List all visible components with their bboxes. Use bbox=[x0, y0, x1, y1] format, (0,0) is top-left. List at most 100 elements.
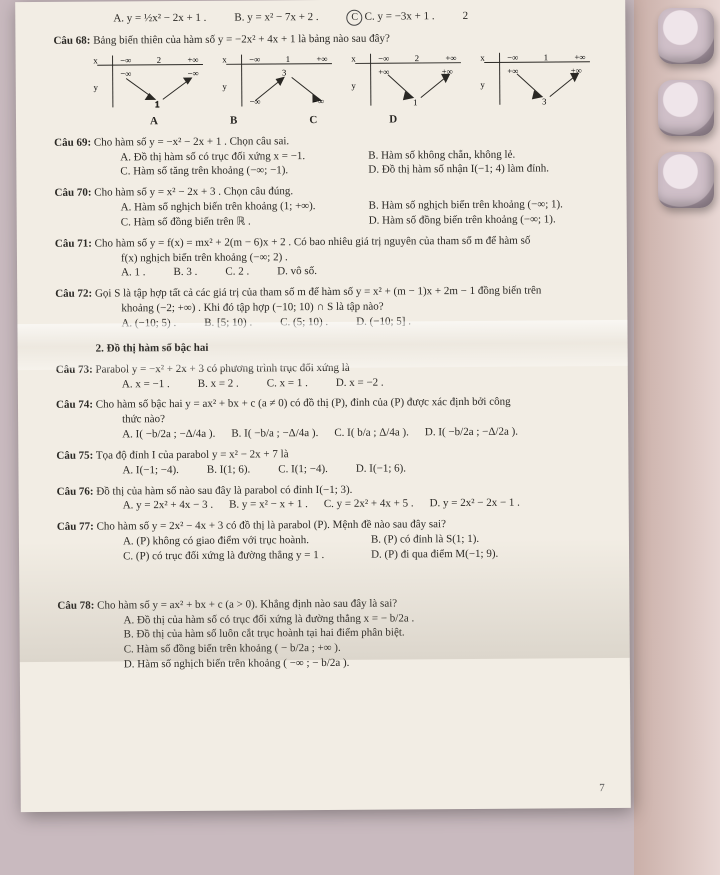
variation-table-c: x −∞2+∞ y +∞+∞ 1 bbox=[346, 48, 469, 111]
circle-icon: C bbox=[347, 10, 363, 26]
q75-a: A. I(−1; −4). bbox=[122, 463, 179, 478]
q69-b: B. Hàm số không chẵn, không lẻ. bbox=[368, 147, 598, 163]
opt-b: B. y = x² − 7x + 2 . bbox=[234, 10, 318, 27]
q68: Câu 68: Bảng biến thiên của hàm số y = −… bbox=[53, 30, 597, 49]
q69-d: D. Đồ thị hàm số nhận I(−1; 4) làm đỉnh. bbox=[368, 161, 598, 177]
q76-opts: A. y = 2x² + 4x − 3 . B. y = x² − x + 1 … bbox=[123, 495, 601, 513]
q72-a: A. (−10; 5) . bbox=[121, 316, 176, 331]
q68-c: C bbox=[309, 113, 317, 128]
q73-a: A. x = −1 . bbox=[122, 377, 170, 392]
svg-text:−∞: −∞ bbox=[313, 96, 324, 106]
svg-text:x: x bbox=[351, 53, 356, 63]
q75-d: D. I(−1; 6). bbox=[356, 461, 406, 476]
q70-d: D. Hàm số đồng biến trên khoảng (−∞; 1). bbox=[369, 212, 599, 228]
q75-text: Tọa độ đỉnh I của parabol y = x² − 2x + … bbox=[96, 448, 289, 461]
q68-text: Bảng biến thiên của hàm số y = −2x² + 4x… bbox=[93, 33, 390, 47]
svg-text:1: 1 bbox=[544, 52, 548, 62]
q71-num: Câu 71: bbox=[55, 237, 92, 249]
q76-text: Đồ thị của hàm số nào sau đây là parabol… bbox=[96, 483, 352, 497]
q72-text: Gọi S là tập hợp tất cả các giá trị của … bbox=[95, 285, 542, 300]
svg-text:+∞: +∞ bbox=[445, 53, 456, 63]
svg-text:1: 1 bbox=[286, 54, 290, 64]
section-heading: 2. Đồ thị hàm số bậc hai bbox=[96, 338, 600, 356]
q77-c: C. (P) có trục đối xứng là đường thẳng y… bbox=[123, 548, 353, 564]
svg-text:−∞: −∞ bbox=[507, 52, 518, 62]
q70-b: B. Hàm số nghịch biến trên khoảng (−∞; 1… bbox=[369, 197, 599, 213]
q68-b: B bbox=[230, 113, 237, 128]
q74-d: D. I( −b/2a ; −Δ/2a ). bbox=[425, 425, 518, 440]
svg-text:−∞: −∞ bbox=[120, 55, 131, 65]
opt-extra: 2 bbox=[463, 9, 469, 25]
variation-table-d: x −∞1+∞ y +∞+∞ 3 bbox=[475, 47, 598, 110]
q69-text: Cho hàm số y = −x² − 2x + 1 . Chọn câu s… bbox=[94, 135, 289, 148]
q74-b: B. I( −b/a ; −Δ/4a ). bbox=[231, 426, 318, 441]
q71-a: A. 1 . bbox=[121, 266, 146, 281]
q72-c: C. (5; 10) . bbox=[280, 315, 328, 330]
q73-num: Câu 73: bbox=[56, 363, 93, 375]
q75-num: Câu 75: bbox=[56, 449, 93, 461]
prev-question-options: A. y = ½x² − 2x + 1 . B. y = x² − 7x + 2… bbox=[113, 8, 597, 27]
svg-text:−∞: −∞ bbox=[378, 53, 389, 63]
q71-opts: A. 1 . B. 3 . C. 2 . D. vô số. bbox=[121, 263, 599, 281]
q74-a: A. I( −b/2a ; −Δ/4a ). bbox=[122, 427, 215, 442]
q73-d: D. x = −2 . bbox=[336, 375, 384, 390]
q68-num: Câu 68: bbox=[53, 35, 90, 47]
q75-b: B. I(1; 6). bbox=[207, 462, 250, 477]
q70-text: Cho hàm số y = x² − 2x + 3 . Chọn câu đú… bbox=[94, 185, 293, 198]
svg-text:+∞: +∞ bbox=[574, 52, 585, 62]
q77-a: A. (P) không có giao điểm với trục hoành… bbox=[123, 533, 353, 549]
opt-c: CC. y = −3x + 1 . bbox=[347, 9, 435, 26]
camera-bump-1 bbox=[658, 8, 714, 64]
q76-b: B. y = x² − x + 1 . bbox=[229, 498, 308, 513]
svg-text:2: 2 bbox=[157, 55, 161, 65]
scene: A. y = ½x² − 2x + 1 . B. y = x² − 7x + 2… bbox=[0, 0, 720, 875]
q71-c: C. 2 . bbox=[225, 265, 249, 280]
svg-text:+∞: +∞ bbox=[316, 54, 327, 64]
svg-text:1: 1 bbox=[413, 97, 417, 107]
svg-text:1: 1 bbox=[155, 99, 159, 109]
q71-d: D. vô số. bbox=[277, 264, 317, 279]
q68-d: D bbox=[389, 112, 397, 127]
q78-d: D. Hàm số nghịch biến trên khoảng ( −∞ ;… bbox=[124, 654, 602, 672]
q68-a: A bbox=[150, 114, 158, 129]
svg-text:−∞: −∞ bbox=[250, 96, 261, 106]
opt-a: A. y = ½x² − 2x + 1 . bbox=[113, 11, 206, 28]
q75-c: C. I(1; −4). bbox=[278, 462, 328, 477]
svg-text:3: 3 bbox=[282, 67, 286, 77]
svg-text:+∞: +∞ bbox=[507, 66, 518, 76]
q70-a: A. Hàm số nghịch biến trên khoảng (1; +∞… bbox=[121, 199, 351, 215]
q69-c: C. Hàm số tăng trên khoảng (−∞; −1). bbox=[120, 163, 350, 179]
q68-diagrams: x −∞ 2 +∞ y −∞ −∞ 1 x −∞ 1 +∞ y 3 bbox=[88, 47, 598, 113]
svg-text:y: y bbox=[94, 82, 99, 92]
q68-labels: A B C D bbox=[150, 111, 598, 129]
svg-text:y: y bbox=[351, 80, 356, 90]
svg-text:x: x bbox=[480, 52, 485, 62]
svg-text:−∞: −∞ bbox=[188, 68, 199, 78]
q69-opts2: C. Hàm số tăng trên khoảng (−∞; −1). D. … bbox=[120, 161, 598, 179]
svg-text:+∞: +∞ bbox=[187, 54, 198, 64]
variation-table-b: x −∞1+∞ y 3 −∞−∞ bbox=[217, 49, 340, 112]
svg-text:2: 2 bbox=[415, 53, 419, 63]
q70-opts2: C. Hàm số đồng biến trên ℝ . D. Hàm số đ… bbox=[121, 212, 599, 230]
q69-a: A. Đồ thị hàm số có trục đối xứng x = −1… bbox=[120, 148, 350, 164]
svg-text:y: y bbox=[480, 79, 485, 89]
page-number: 7 bbox=[599, 781, 605, 796]
svg-text:x: x bbox=[93, 55, 98, 65]
svg-text:−∞: −∞ bbox=[249, 54, 260, 64]
svg-text:y: y bbox=[223, 81, 228, 91]
q72-d: D. (−10; 5] . bbox=[356, 314, 411, 329]
q73-b: B. x = 2 . bbox=[198, 376, 239, 391]
opt-c-text: C. y = −3x + 1 . bbox=[365, 10, 435, 22]
q76-a: A. y = 2x² + 4x − 3 . bbox=[123, 498, 213, 513]
q74-text: Cho hàm số bậc hai y = ax² + bx + c (a ≠… bbox=[96, 396, 511, 411]
q71-text: Cho hàm số y = f(x) = mx² + 2(m − 6)x + … bbox=[95, 234, 531, 249]
q70-num: Câu 70: bbox=[54, 187, 91, 199]
q70-c: C. Hàm số đồng biến trên ℝ . bbox=[121, 214, 351, 230]
q74-num: Câu 74: bbox=[56, 399, 93, 411]
camera-bump-3 bbox=[658, 152, 714, 208]
q77-text: Cho hàm số y = 2x² − 4x + 3 có đồ thị là… bbox=[97, 518, 446, 532]
q72-num: Câu 72: bbox=[55, 288, 92, 300]
camera-bump-2 bbox=[658, 80, 714, 136]
q74-c: C. I( b/a ; Δ/4a ). bbox=[334, 425, 409, 440]
q69-num: Câu 69: bbox=[54, 136, 91, 148]
